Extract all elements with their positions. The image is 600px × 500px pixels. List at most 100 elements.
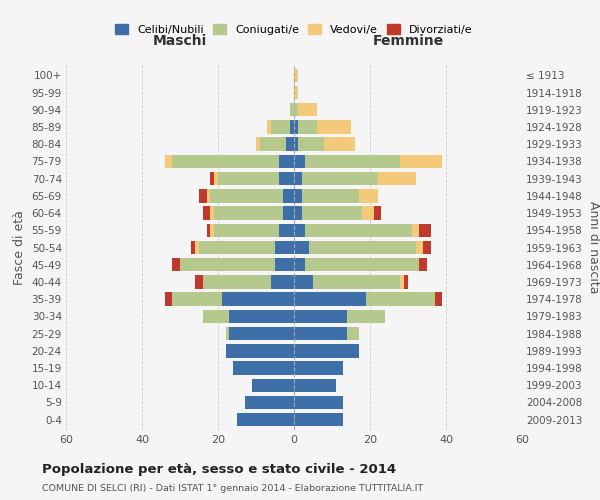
Bar <box>214 206 283 220</box>
Bar <box>400 275 404 288</box>
Bar <box>195 275 203 288</box>
Bar <box>434 292 442 306</box>
Bar <box>233 362 294 374</box>
Bar <box>423 241 431 254</box>
Bar <box>283 206 294 220</box>
Bar <box>165 154 172 168</box>
Bar <box>165 292 172 306</box>
Bar <box>362 206 374 220</box>
Bar <box>325 138 355 151</box>
Bar <box>199 241 275 254</box>
Bar <box>377 172 416 186</box>
Bar <box>294 396 343 409</box>
Bar <box>294 362 343 374</box>
Bar <box>203 206 211 220</box>
Bar <box>279 154 294 168</box>
Bar <box>203 310 229 323</box>
Bar <box>279 172 294 186</box>
Bar <box>294 413 343 426</box>
Bar <box>302 206 362 220</box>
Bar <box>172 154 279 168</box>
Bar <box>305 154 400 168</box>
Bar <box>294 189 302 202</box>
Bar <box>260 138 286 151</box>
Bar <box>294 154 305 168</box>
Bar <box>374 206 382 220</box>
Bar <box>211 172 214 186</box>
Bar <box>416 241 423 254</box>
Bar <box>294 327 347 340</box>
Bar <box>302 172 377 186</box>
Bar <box>172 292 222 306</box>
Legend: Celibi/Nubili, Coniugati/e, Vedovi/e, Divorziati/e: Celibi/Nubili, Coniugati/e, Vedovi/e, Di… <box>111 20 477 39</box>
Bar <box>412 224 419 237</box>
Bar <box>359 189 377 202</box>
Bar <box>294 258 305 272</box>
Bar <box>180 258 275 272</box>
Bar <box>294 224 305 237</box>
Bar <box>317 120 351 134</box>
Bar <box>294 310 347 323</box>
Bar <box>229 310 294 323</box>
Y-axis label: Fasce di età: Fasce di età <box>13 210 26 285</box>
Bar <box>214 224 279 237</box>
Bar <box>256 138 260 151</box>
Bar <box>294 103 298 117</box>
Bar <box>229 327 294 340</box>
Bar <box>279 224 294 237</box>
Bar <box>275 241 294 254</box>
Bar <box>268 120 271 134</box>
Bar <box>172 258 180 272</box>
Bar <box>294 275 313 288</box>
Bar <box>286 138 294 151</box>
Bar <box>275 258 294 272</box>
Bar <box>191 241 195 254</box>
Bar <box>366 292 434 306</box>
Bar <box>309 241 416 254</box>
Bar <box>195 241 199 254</box>
Bar <box>199 189 206 202</box>
Bar <box>298 120 317 134</box>
Bar <box>347 310 385 323</box>
Bar <box>294 292 366 306</box>
Bar <box>294 344 359 358</box>
Text: COMUNE DI SELCI (RI) - Dati ISTAT 1° gennaio 2014 - Elaborazione TUTTITALIA.IT: COMUNE DI SELCI (RI) - Dati ISTAT 1° gen… <box>42 484 423 493</box>
Text: Popolazione per età, sesso e stato civile - 2014: Popolazione per età, sesso e stato civil… <box>42 462 396 475</box>
Bar <box>271 120 290 134</box>
Bar <box>283 189 294 202</box>
Bar <box>347 327 359 340</box>
Bar <box>294 86 298 100</box>
Bar <box>294 68 298 82</box>
Bar <box>294 120 298 134</box>
Bar <box>211 206 214 220</box>
Bar <box>313 275 400 288</box>
Bar <box>290 120 294 134</box>
Bar <box>400 154 442 168</box>
Y-axis label: Anni di nascita: Anni di nascita <box>587 201 599 294</box>
Bar <box>294 138 298 151</box>
Bar <box>252 378 294 392</box>
Bar <box>214 172 218 186</box>
Bar <box>245 396 294 409</box>
Bar <box>294 241 309 254</box>
Text: Femmine: Femmine <box>373 34 443 48</box>
Bar <box>294 206 302 220</box>
Bar <box>294 172 302 186</box>
Bar <box>206 189 211 202</box>
Bar <box>211 189 283 202</box>
Text: Maschi: Maschi <box>153 34 207 48</box>
Bar <box>302 189 359 202</box>
Bar <box>237 413 294 426</box>
Bar <box>305 258 419 272</box>
Bar <box>298 138 325 151</box>
Bar <box>211 224 214 237</box>
Bar <box>226 327 229 340</box>
Bar <box>271 275 294 288</box>
Bar <box>218 172 279 186</box>
Bar <box>298 103 317 117</box>
Bar <box>222 292 294 306</box>
Bar <box>419 224 431 237</box>
Bar <box>290 103 294 117</box>
Bar <box>294 378 336 392</box>
Bar <box>206 224 211 237</box>
